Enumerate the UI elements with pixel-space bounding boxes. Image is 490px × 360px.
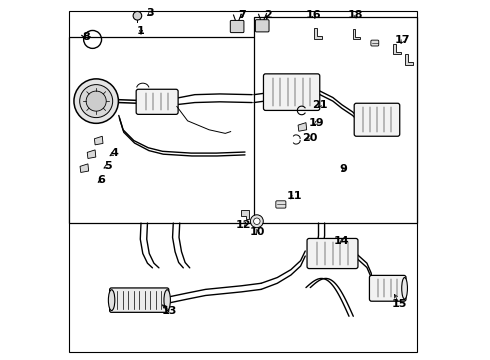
Text: 12: 12 <box>236 220 251 230</box>
Text: 18: 18 <box>348 10 363 20</box>
Circle shape <box>74 79 119 123</box>
Text: 16: 16 <box>305 10 321 20</box>
Text: 21: 21 <box>313 100 328 110</box>
FancyBboxPatch shape <box>136 89 178 114</box>
Text: 2: 2 <box>265 10 272 20</box>
Text: 17: 17 <box>395 35 411 45</box>
Text: 4: 4 <box>110 148 118 158</box>
Text: 19: 19 <box>309 118 324 128</box>
Text: 9: 9 <box>340 164 347 174</box>
Text: 5: 5 <box>104 161 112 171</box>
Polygon shape <box>298 123 307 131</box>
FancyBboxPatch shape <box>110 288 169 312</box>
FancyBboxPatch shape <box>369 275 406 301</box>
Polygon shape <box>87 150 96 158</box>
Text: 7: 7 <box>238 10 246 20</box>
Bar <box>69 37 258 223</box>
FancyBboxPatch shape <box>264 74 320 111</box>
Circle shape <box>250 215 263 228</box>
Circle shape <box>133 12 142 20</box>
Text: 6: 6 <box>98 175 105 185</box>
Polygon shape <box>314 28 322 39</box>
Ellipse shape <box>402 278 408 299</box>
Polygon shape <box>405 54 413 65</box>
Ellipse shape <box>164 290 171 311</box>
Polygon shape <box>353 29 361 40</box>
Text: 8: 8 <box>83 32 90 41</box>
Ellipse shape <box>108 290 115 311</box>
Polygon shape <box>80 164 89 172</box>
FancyBboxPatch shape <box>276 201 286 208</box>
Bar <box>254 17 417 223</box>
Text: 14: 14 <box>334 236 350 246</box>
Circle shape <box>80 85 113 118</box>
Polygon shape <box>242 211 248 220</box>
Polygon shape <box>393 44 401 54</box>
FancyBboxPatch shape <box>255 20 269 32</box>
FancyBboxPatch shape <box>230 21 244 33</box>
Text: 20: 20 <box>302 133 317 143</box>
Text: 11: 11 <box>287 191 302 201</box>
Circle shape <box>86 91 106 111</box>
Text: 1: 1 <box>137 26 145 36</box>
FancyBboxPatch shape <box>354 103 400 136</box>
FancyBboxPatch shape <box>371 40 379 46</box>
Circle shape <box>254 218 260 225</box>
Text: 15: 15 <box>392 299 407 309</box>
FancyBboxPatch shape <box>307 238 358 269</box>
Text: 13: 13 <box>162 306 177 316</box>
Text: 3: 3 <box>146 8 154 18</box>
Polygon shape <box>95 136 103 145</box>
Text: 10: 10 <box>250 227 265 237</box>
